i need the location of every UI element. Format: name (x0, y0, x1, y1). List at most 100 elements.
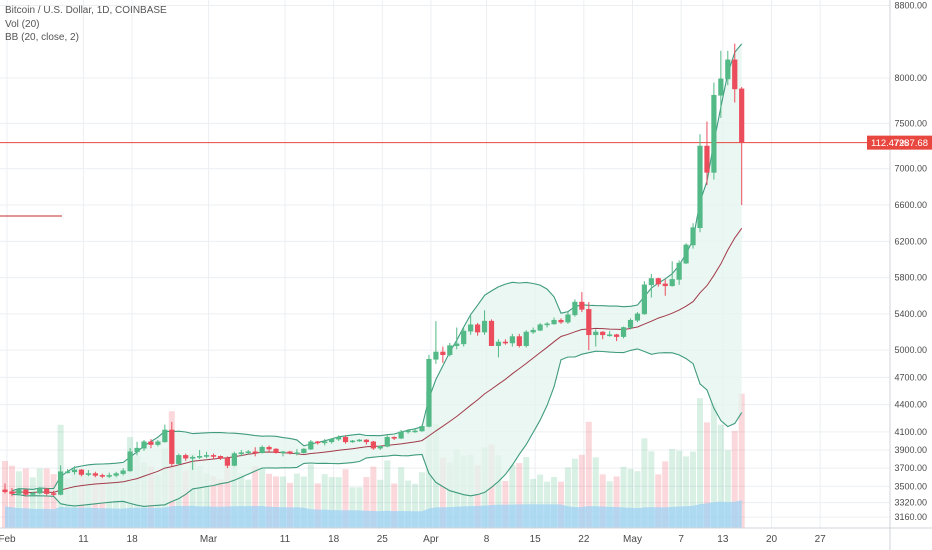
symbol-title[interactable]: Bitcoin / U.S. Dollar, 1D, COINBASE (5, 5, 167, 16)
candle-body (238, 452, 244, 455)
candle (315, 440, 321, 445)
volume-bar (613, 476, 620, 528)
candle-body (558, 319, 564, 323)
candle-body (231, 453, 237, 466)
candle (349, 440, 356, 443)
candle-body (259, 446, 265, 454)
candle (690, 223, 696, 249)
candle-body (725, 59, 731, 80)
candle-body (120, 470, 126, 474)
volume-bar (703, 422, 710, 528)
candle-body (349, 440, 356, 443)
candle-body (440, 351, 446, 356)
volume-bar (502, 480, 509, 528)
candle-body (718, 78, 724, 96)
candle-body (551, 319, 557, 325)
candle (273, 448, 279, 454)
price-tick-label: 6200.00 (894, 236, 927, 246)
time-tick-label: 15 (530, 534, 542, 545)
volume-indicator-label[interactable]: Vol (20) (5, 18, 40, 30)
volume-ma-area (5, 500, 742, 528)
volume-bar (620, 466, 627, 528)
bollinger-indicator-label[interactable]: BB (20, close, 2) (5, 32, 79, 43)
candle-body (78, 469, 85, 475)
volume-bar (697, 398, 703, 528)
candle-body (537, 324, 543, 331)
candle-body (648, 278, 654, 286)
price-tick-label: 7000.00 (894, 164, 927, 174)
candle-body (433, 351, 439, 360)
candle (176, 453, 182, 466)
candle (509, 333, 515, 347)
candle (530, 327, 536, 334)
volume-bar (474, 465, 481, 528)
price-tick-label: 3160.00 (894, 512, 927, 522)
time-tick-label: May (623, 534, 642, 545)
last-price-badge-bg (867, 135, 932, 150)
volume-histogram (2, 392, 745, 528)
time-tick-label: 7 (678, 534, 684, 545)
price-tick-label: 8800.00 (894, 0, 927, 10)
volume-bar (314, 483, 321, 528)
candle (294, 449, 300, 456)
price-tick-label: 8000.00 (894, 73, 927, 83)
volume-bar (266, 473, 273, 528)
time-tick-label: 13 (717, 534, 729, 545)
candle-body (683, 244, 689, 264)
volume-bar (2, 461, 8, 528)
volume-bar (690, 451, 697, 528)
time-tick-label: Apr (423, 534, 439, 545)
price-tick-label: 3700.00 (894, 463, 927, 473)
volume-bar (245, 479, 252, 528)
volume-bar (280, 476, 286, 528)
candle (322, 439, 328, 446)
candle (704, 121, 710, 186)
price-tick-label: 3900.00 (894, 445, 927, 455)
candle-body (544, 323, 550, 326)
candle-body (447, 345, 453, 356)
candle (634, 312, 641, 323)
time-tick-label: 18 (127, 534, 139, 545)
candle (725, 50, 731, 86)
candle-body (363, 439, 370, 443)
candle (280, 450, 286, 457)
candle (565, 312, 571, 324)
volume-bar (648, 451, 655, 528)
last-price-value: 7287.68 (894, 138, 928, 149)
candle (183, 453, 189, 461)
volume-bar (530, 478, 537, 528)
price-tick-label: 7500.00 (894, 118, 927, 128)
candle (169, 421, 175, 467)
price-axis[interactable]: 3160.00 3320.00 3500.00 3700.00 3900.00 4100.… (894, 0, 927, 522)
time-tick-label: 18 (328, 534, 340, 545)
time-axis[interactable]: Feb 11 18 Mar 11 18 25 Apr 8 15 22 May 7 13 20 27 (0, 534, 826, 545)
time-tick-label: 20 (766, 534, 778, 545)
candle-body (572, 301, 578, 316)
candles (2, 43, 745, 497)
candle-body (641, 284, 647, 315)
volume-bar (328, 477, 335, 528)
volume-bar (606, 481, 613, 528)
volume-bar (405, 480, 412, 528)
candle (370, 440, 376, 450)
candle (329, 438, 335, 444)
volume-bar (231, 453, 238, 528)
volume-bar (217, 479, 224, 528)
volume-bar (29, 477, 36, 528)
candle (356, 439, 363, 442)
volume-bar (724, 450, 731, 528)
candle (732, 43, 738, 103)
candle-body (377, 446, 383, 449)
candle-body (502, 341, 509, 344)
candle (217, 455, 224, 460)
candle (51, 490, 57, 497)
candle-body (461, 330, 467, 345)
candle (92, 471, 98, 478)
candle-body (419, 426, 425, 432)
chart-legend: Bitcoin / U.S. Dollar, 1D, COINBASE Vol … (5, 4, 167, 45)
candle-body (454, 343, 460, 346)
volume-bar (15, 471, 22, 528)
candle-body (662, 283, 668, 287)
